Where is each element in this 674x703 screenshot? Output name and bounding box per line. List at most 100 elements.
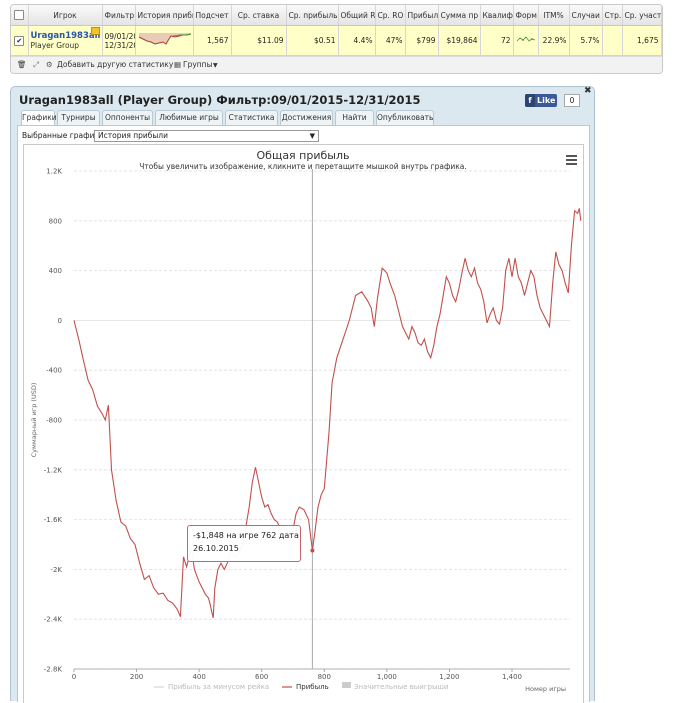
tab-tournaments[interactable]: Турниры <box>57 110 100 125</box>
avg-stake-cell: $11.09 <box>231 25 287 56</box>
itm-cell: 22.9% <box>538 25 570 56</box>
row-select-cell[interactable] <box>11 25 29 56</box>
x-tick-label: 800 <box>318 673 331 681</box>
stats-toolbar: 🗑 ⤢ ⚙ Добавить другую статистику ▦ Групп… <box>11 56 662 73</box>
tab-find[interactable]: Найти <box>335 110 374 125</box>
profit-series-line <box>73 208 582 619</box>
profit-cell: $799 <box>405 25 439 56</box>
facebook-icon: f <box>525 94 535 107</box>
tab-charts[interactable]: Графики <box>21 110 57 126</box>
y-tick-label: -2K <box>50 566 62 574</box>
stats-panel: Игрок Фильтр История прибыл Подсчет Ср. … <box>10 4 663 74</box>
y-tick-label: -800 <box>46 417 62 425</box>
count-cell: 1,567 <box>193 25 232 56</box>
player-badge-icon <box>90 27 100 35</box>
x-axis-label: Номер игры <box>525 685 566 693</box>
table-row[interactable]: Uragan1983all Player Group 09/01/20 12/3… <box>11 25 662 56</box>
filter-to: 12/31/20 <box>104 40 135 50</box>
select-all-checkbox[interactable] <box>14 10 25 20</box>
column-header[interactable]: Игрок <box>28 5 103 26</box>
avg-roi-cell: 47% <box>375 25 406 56</box>
column-header[interactable]: Фильтр <box>102 5 136 26</box>
column-header[interactable]: Прибыль <box>405 5 439 26</box>
column-header[interactable]: Форм <box>513 5 539 26</box>
legend-item-wins: Значительные выигрыши <box>354 683 448 691</box>
y-tick-label: 400 <box>49 267 62 275</box>
like-label: Like <box>537 96 556 105</box>
cases-cell: 5.7% <box>569 25 603 56</box>
column-header[interactable]: Квалифи <box>480 5 514 26</box>
column-header[interactable]: Случаи р <box>569 5 603 26</box>
y-tick-label: 1.2K <box>46 168 62 176</box>
hover-point <box>310 548 315 553</box>
last-cell: z <box>661 25 662 56</box>
column-header[interactable]: Ср. участ <box>622 5 662 26</box>
str-cell <box>602 25 623 56</box>
chevron-down-icon[interactable]: ▼ <box>213 62 218 69</box>
close-icon[interactable]: ✖ <box>584 86 592 96</box>
tab-statistics[interactable]: Статистика <box>225 110 278 125</box>
column-header[interactable]: ITM% <box>538 5 570 26</box>
table-header-row: Игрок Фильтр История прибыл Подсчет Ср. … <box>11 5 662 26</box>
player-name-link[interactable]: Uragan1983all <box>30 31 101 41</box>
y-tick-label: -2.4K <box>44 616 63 624</box>
tooltip-line-1: -$1,848 на игре 762 дата <box>193 531 299 540</box>
selected-charts-dropdown[interactable]: История прибыли ▼ <box>94 130 319 142</box>
tab-publish[interactable]: Опубликовать <box>376 110 434 125</box>
column-header[interactable] <box>661 5 662 26</box>
column-header[interactable]: Ср. RO <box>375 5 406 26</box>
chevron-down-icon[interactable]: ▼ <box>309 132 315 140</box>
groups-dropdown[interactable]: Группы <box>183 60 213 69</box>
row-checkbox[interactable] <box>14 35 25 46</box>
column-header[interactable]: Сумма пр <box>438 5 481 26</box>
y-tick-label: -2.8K <box>44 666 63 674</box>
column-header[interactable]: Ср. ставка <box>231 5 287 26</box>
tooltip-line-2: 26.10.2015 <box>193 544 239 553</box>
move-icon[interactable]: ⤢ <box>33 60 39 69</box>
chart-container[interactable]: Общая прибыль Чтобы увеличить изображение… <box>23 144 584 703</box>
tab-achievements[interactable]: Достижения <box>280 110 333 125</box>
chart-title: Общая прибыль <box>257 149 350 162</box>
selected-charts-value: История прибыли <box>98 131 168 140</box>
profit-history-sparkline[interactable] <box>135 25 194 56</box>
player-group-label: Player Group <box>30 41 80 50</box>
y-tick-label: 800 <box>49 217 62 225</box>
x-tick-label: 0 <box>72 673 76 681</box>
filter-from: 09/01/20 <box>104 31 135 41</box>
like-count: 0 <box>564 94 580 107</box>
facebook-like-button[interactable]: f Like <box>525 94 557 107</box>
groups-icon[interactable]: ▦ <box>174 60 182 69</box>
tab-content: Выбранные графики: История прибыли ▼ Общ… <box>17 125 590 703</box>
legend-item-profit: Прибыль <box>296 683 329 691</box>
total-roi-cell: 4.4% <box>338 25 376 56</box>
select-all-header[interactable] <box>11 5 29 26</box>
chart-panel: Uragan1983all (Player Group) Фильтр:09/0… <box>10 86 595 703</box>
y-tick-label: -1.2K <box>44 466 63 474</box>
legend-marker-wins <box>342 682 351 688</box>
add-stats-icon[interactable]: ⚙ <box>46 60 53 69</box>
column-header[interactable]: Подсчет <box>193 5 232 26</box>
y-axis-label: Суммарный игр (USD) <box>30 383 38 458</box>
x-tick-label: 1,000 <box>377 673 397 681</box>
player-cell[interactable]: Uragan1983all Player Group <box>28 25 103 56</box>
tab-opponents[interactable]: Оппоненты <box>102 110 153 125</box>
y-tick-label: 0 <box>58 317 62 325</box>
avg-participants-cell: 1,675 <box>622 25 662 56</box>
legend-item-rake: Прибыль за минусом рейка <box>168 683 269 691</box>
column-header[interactable]: Ср. прибыль <box>286 5 339 26</box>
add-stats-link[interactable]: Добавить другую статистику <box>57 60 174 69</box>
column-header[interactable]: Общий RO <box>338 5 376 26</box>
trash-icon[interactable]: 🗑 <box>17 60 27 69</box>
y-tick-label: -1.6K <box>44 516 63 524</box>
column-header[interactable]: Стр. <box>602 5 623 26</box>
chart-menu-icon[interactable] <box>566 155 577 167</box>
tab-favorite-games[interactable]: Любимые игры <box>155 110 223 125</box>
column-header[interactable]: История прибыл <box>135 5 194 26</box>
y-tick-label: -400 <box>46 367 62 375</box>
form-sparkline <box>513 25 539 56</box>
sparkline-chart <box>138 32 191 45</box>
qualified-cell: 72 <box>480 25 514 56</box>
avg-profit-cell: $0.51 <box>286 25 339 56</box>
chart-subtitle: Чтобы увеличить изображение, кликните и … <box>139 162 467 171</box>
